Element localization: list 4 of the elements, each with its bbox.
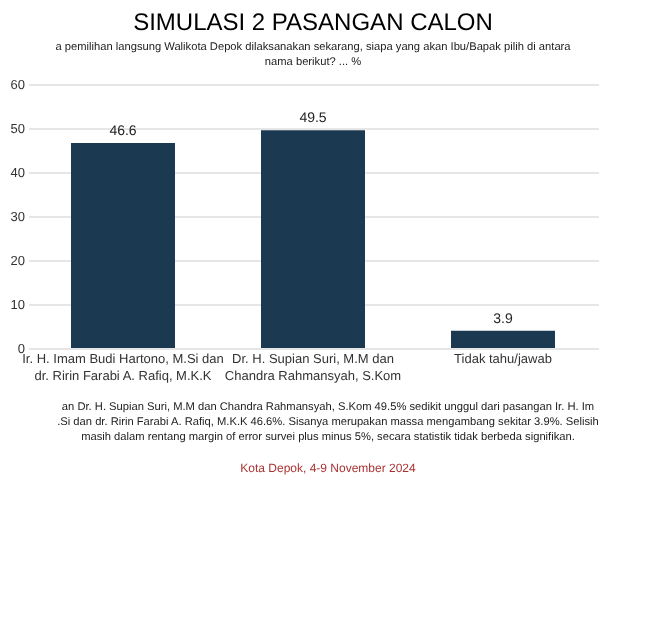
bar — [451, 330, 555, 348]
bar — [261, 130, 365, 348]
chart-title: SIMULASI 2 PASANGAN CALON — [133, 7, 493, 36]
bar — [71, 142, 175, 348]
